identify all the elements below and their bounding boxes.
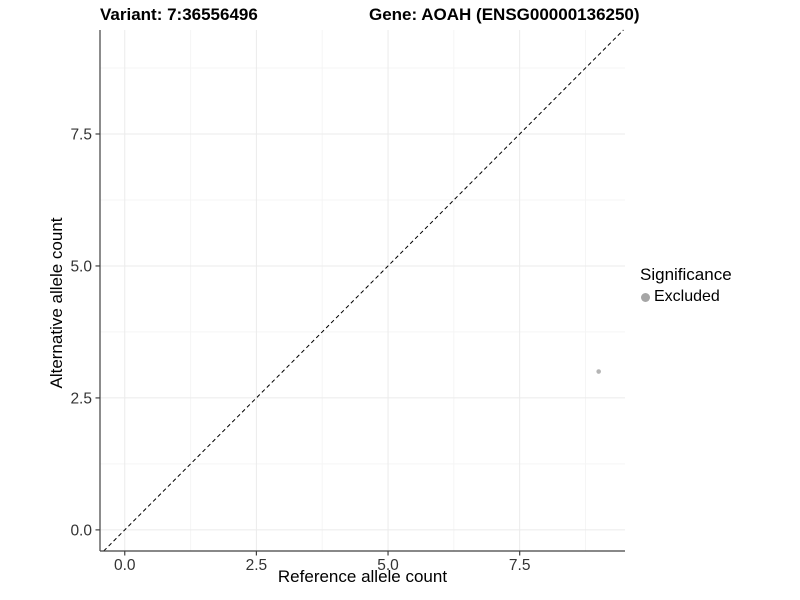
gene-title: Gene: AOAH (ENSG00000136250): [369, 5, 640, 24]
x-axis-label: Reference allele count: [277, 567, 448, 586]
y-axis-label: Alternative allele count: [47, 217, 66, 389]
x-tick-label: 7.5: [509, 557, 531, 574]
y-tick-label: 5.0: [70, 258, 92, 275]
x-tick-label: 0.0: [114, 557, 136, 574]
y-tick-label: 7.5: [70, 126, 92, 143]
y-tick-label: 0.0: [70, 522, 92, 539]
x-tick-label: 5.0: [377, 557, 399, 574]
legend-key-dot-icon: [641, 292, 650, 302]
identity-line: [103, 29, 624, 552]
legend: Significance Excluded: [638, 265, 732, 306]
data-point: [596, 369, 601, 374]
legend-item-excluded: Excluded: [641, 288, 732, 306]
legend-title: Significance: [640, 265, 732, 284]
variant-title: Variant: 7:36556496: [100, 5, 258, 24]
legend-item-label: Excluded: [654, 288, 720, 305]
y-tick-label: 2.5: [70, 390, 92, 407]
x-tick-label: 2.5: [246, 557, 268, 574]
